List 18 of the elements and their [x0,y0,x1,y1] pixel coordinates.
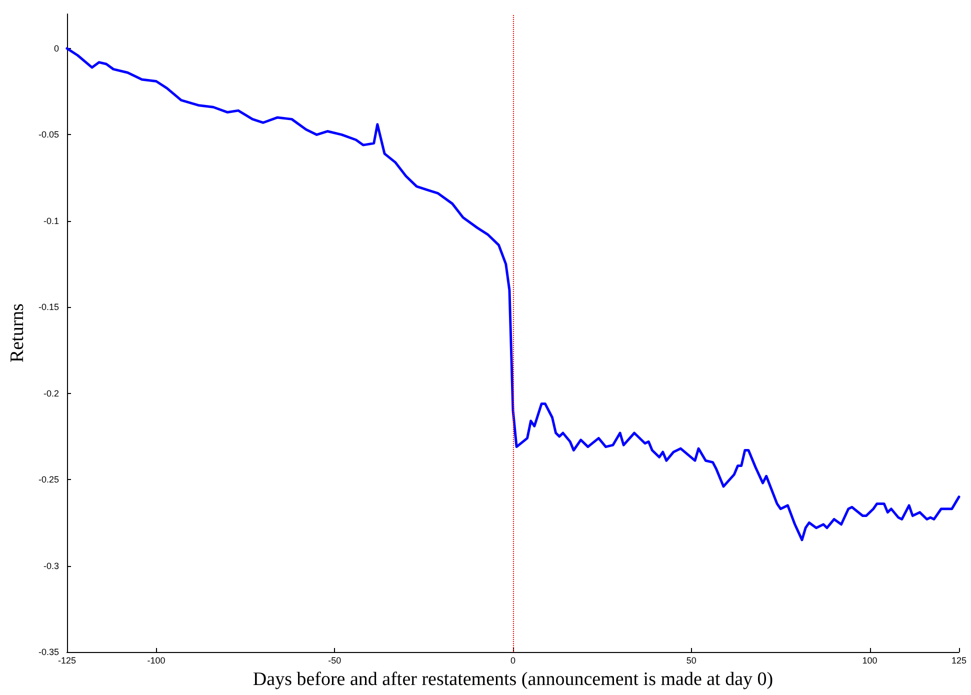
x-tick-label: 50 [686,656,696,666]
y-axis-title: Returns [7,303,28,363]
y-tick-label: 0 [54,43,59,54]
y-tick-label: -0.35 [38,647,59,657]
y-tick-label: -0.25 [38,474,59,485]
x-axis-title: Days before and after restatements (announcement is made at day 0) [252,669,774,690]
y-tick-label: -0.15 [38,302,59,312]
y-tick-label: -0.2 [43,388,59,398]
x-tick-label: -125 [58,656,76,666]
x-tick-label: -100 [147,656,166,666]
x-tick-label: 125 [951,656,967,666]
line-series [66,47,960,542]
x-tick-label: 0 [510,656,516,666]
x-tick-label: 100 [862,656,878,666]
x-tick-label: -50 [328,656,342,666]
y-tick-label: -0.3 [43,560,59,571]
y-tick-label: -0.1 [43,216,59,226]
y-tick-label: -0.05 [38,130,59,140]
